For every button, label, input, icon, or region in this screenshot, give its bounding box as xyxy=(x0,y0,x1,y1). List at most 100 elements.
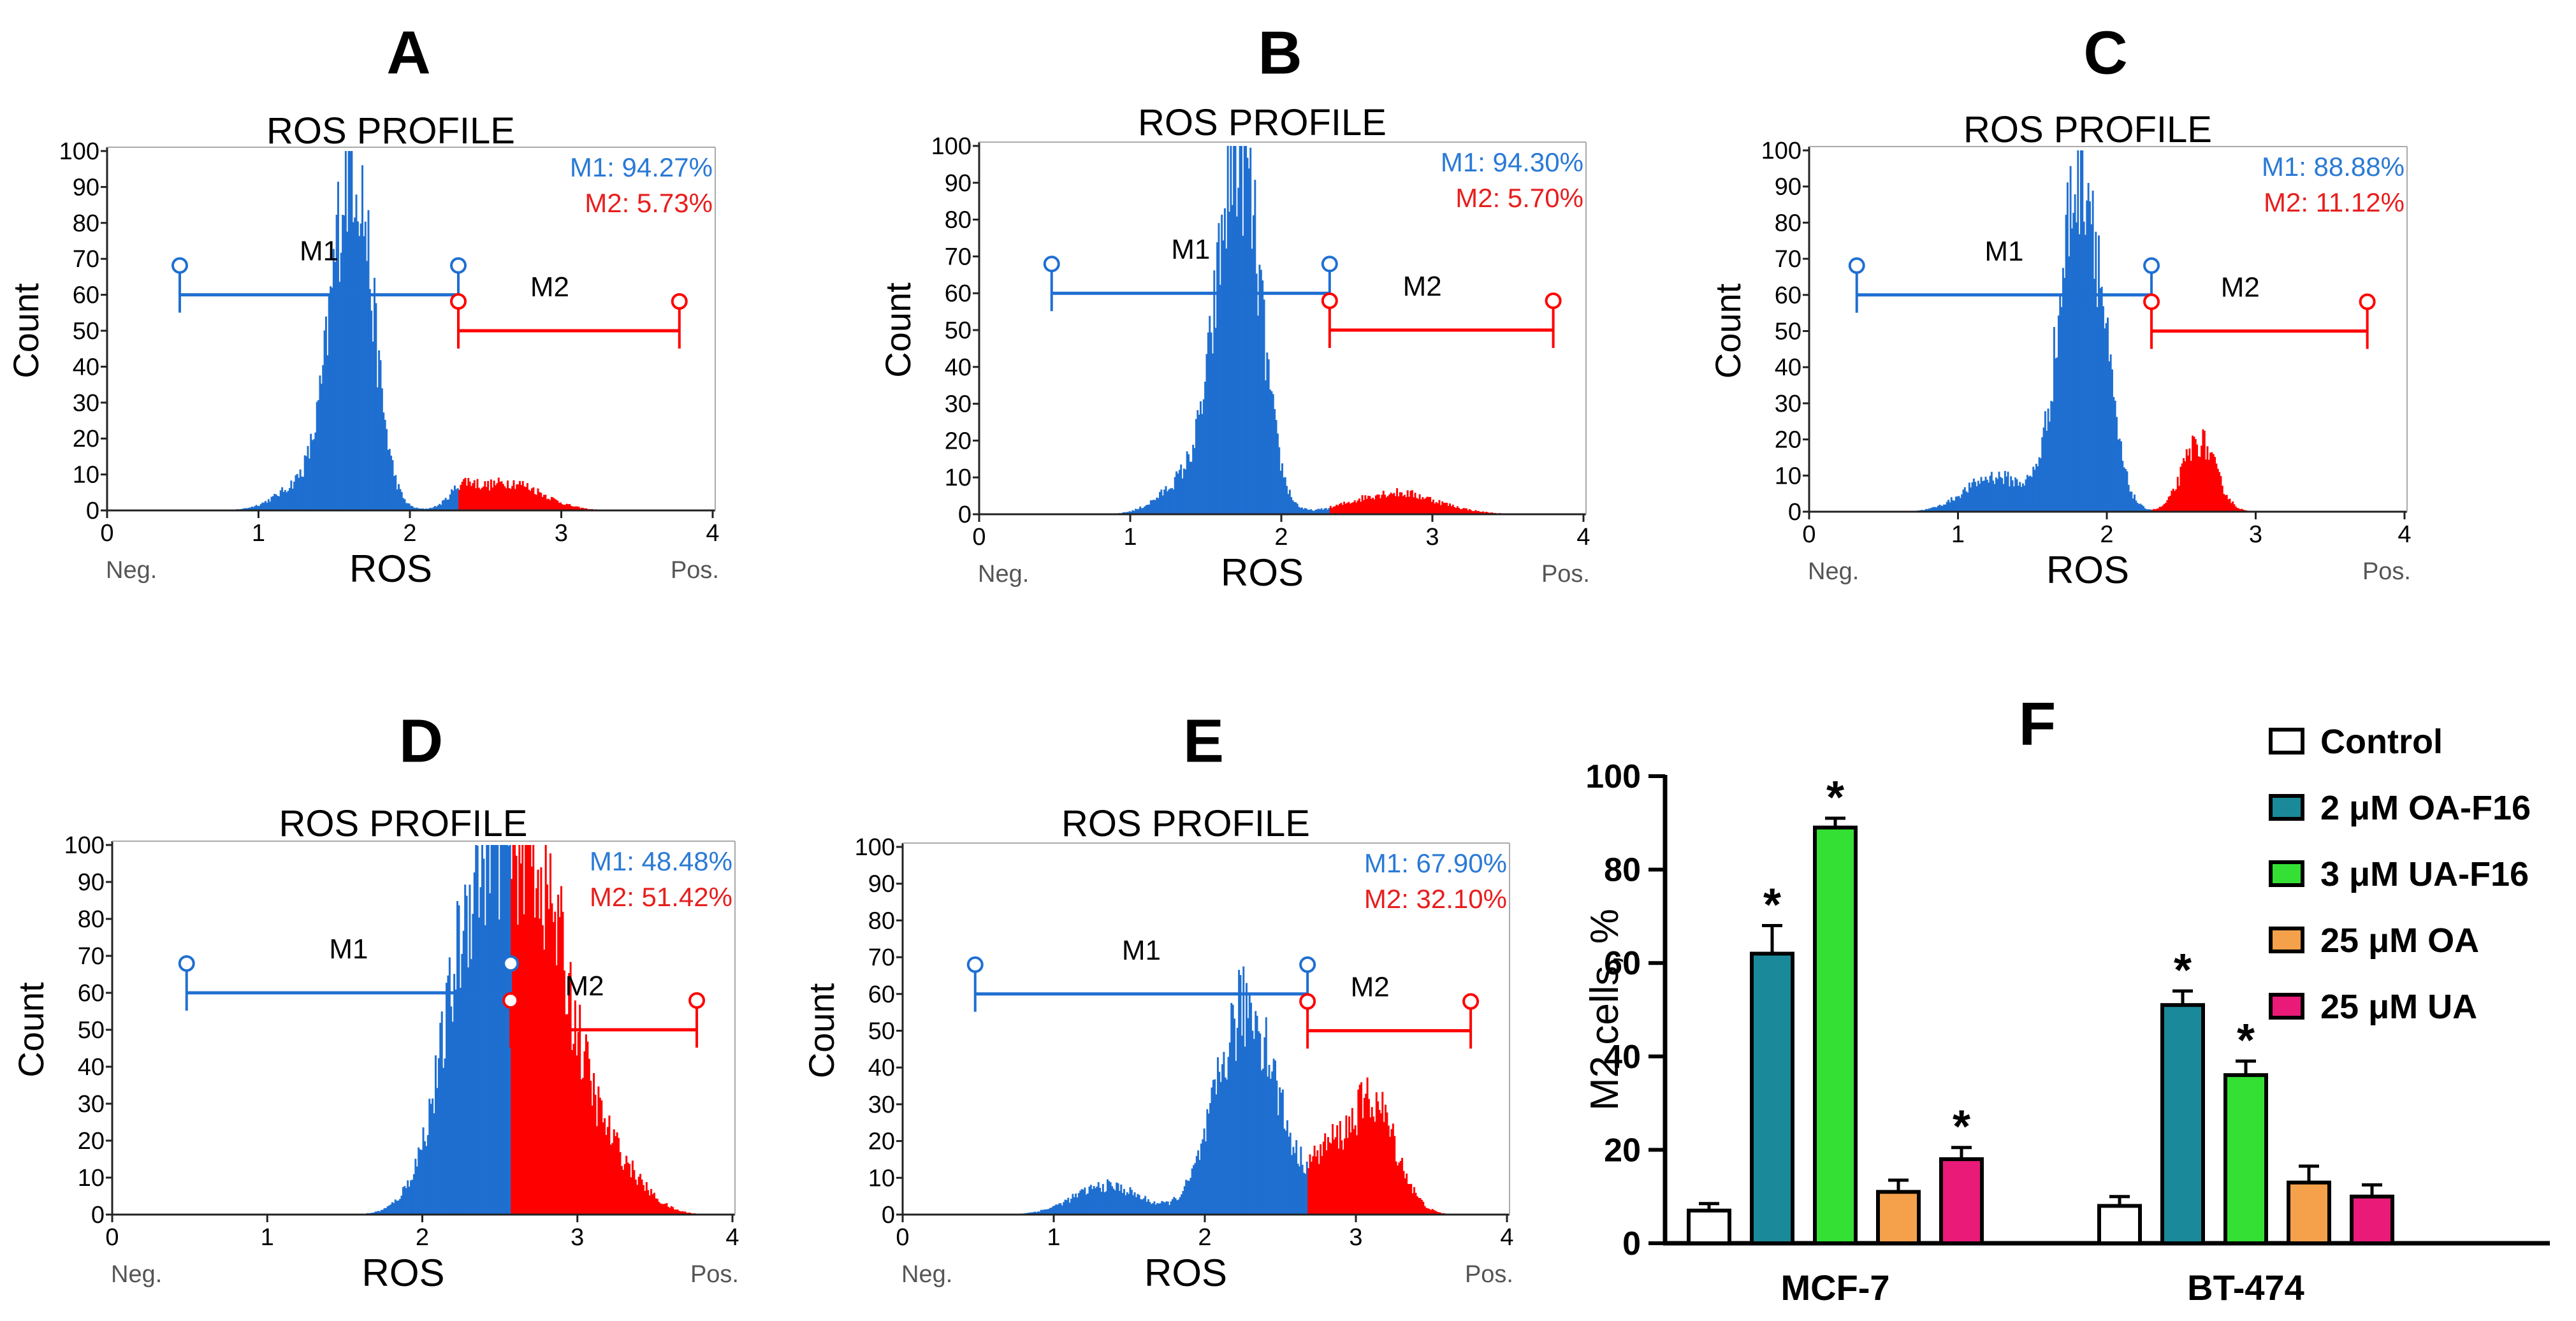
histogram-bin xyxy=(2196,444,2199,512)
histogram-bin xyxy=(2160,507,2162,512)
histogram-bin xyxy=(1443,503,1445,514)
histogram-bin xyxy=(490,845,493,1215)
histogram-bin xyxy=(1149,500,1152,514)
histogram-bin xyxy=(1190,461,1193,514)
histogram-bin xyxy=(534,494,536,510)
histogram-bin xyxy=(599,1097,601,1215)
y-tick-label: 50 xyxy=(73,318,99,345)
y-tick-label: 0 xyxy=(958,502,971,528)
histogram-bin xyxy=(1174,477,1176,514)
histogram-bin xyxy=(509,489,512,510)
histogram-bin xyxy=(2030,477,2033,512)
histogram-bin xyxy=(2072,213,2075,512)
histogram-bin xyxy=(1245,146,1248,514)
histogram-bin xyxy=(2166,500,2169,512)
x-tick-label: 0 xyxy=(972,524,986,551)
histogram-bin xyxy=(535,888,538,1215)
histogram-bin xyxy=(2005,476,2008,512)
x-tick-label: 0 xyxy=(896,1224,909,1251)
histogram-bin xyxy=(1307,1168,1310,1215)
histogram-bin xyxy=(444,498,447,510)
histogram-bin xyxy=(323,330,326,510)
histogram-bin xyxy=(1186,451,1188,514)
histogram-bin xyxy=(1346,503,1348,514)
histogram-bin xyxy=(2208,459,2210,512)
histogram-bin xyxy=(1485,512,1487,514)
histogram-bin xyxy=(1234,146,1237,514)
histogram-bin xyxy=(428,508,430,510)
histogram-bin xyxy=(1420,499,1423,514)
histogram-bin xyxy=(648,1195,651,1215)
histogram-bin xyxy=(1408,1183,1411,1215)
histogram-panel-b: B ROS PROFILE 0 10 20 30 40 50 60 70 80 90 100 0 1 2 3 4 N… xyxy=(878,18,1590,594)
histogram-bin xyxy=(1988,482,1990,512)
histogram-bin xyxy=(1453,507,1456,514)
x-category-label: BT-474 xyxy=(2187,1267,2304,1308)
histogram-bin xyxy=(335,215,338,510)
histogram-bin xyxy=(287,491,289,510)
histogram-bin xyxy=(1334,506,1336,514)
gate-m1: M1 xyxy=(1848,236,2160,313)
histogram-bin xyxy=(1480,512,1483,514)
histogram-bin xyxy=(622,1169,625,1215)
histogram-bin xyxy=(376,387,379,510)
histogram-bin xyxy=(451,489,453,510)
x-tick-label: 2 xyxy=(2100,521,2113,548)
histogram-bin xyxy=(2127,484,2130,512)
histogram-bin xyxy=(1275,420,1277,514)
histogram-bin xyxy=(529,491,532,510)
histogram-bin xyxy=(1346,1137,1349,1215)
histogram-bin xyxy=(374,1211,377,1215)
x-min-label: Neg. xyxy=(1808,558,1859,585)
y-tick-label: 60 xyxy=(73,282,99,309)
histogram-bin xyxy=(1205,354,1208,514)
histogram-bin xyxy=(375,1211,378,1215)
histogram-bin xyxy=(310,433,312,510)
histogram-bin xyxy=(467,478,470,510)
histogram-bin xyxy=(2197,456,2200,512)
histogram-bin xyxy=(1351,503,1353,514)
histogram-bin xyxy=(1415,498,1418,514)
histogram-bin xyxy=(2026,475,2028,512)
histogram-bin xyxy=(1269,389,1272,514)
histogram-bin xyxy=(456,901,459,1215)
histogram-bin xyxy=(2096,307,2099,512)
histogram-bin xyxy=(490,479,492,510)
histogram-bin xyxy=(1320,508,1323,514)
histogram-bin xyxy=(1986,479,1988,512)
histogram-bin xyxy=(2047,408,2049,512)
y-tick-label: 80 xyxy=(1775,210,1801,236)
histogram-bin xyxy=(554,911,557,1215)
histogram-bin xyxy=(543,494,545,510)
histogram-bin xyxy=(281,487,284,510)
histogram-bin xyxy=(681,1211,683,1215)
histogram-bin xyxy=(662,1204,665,1215)
histogram-bin xyxy=(1392,1123,1394,1215)
histogram-bin xyxy=(1446,502,1448,514)
histogram-bin xyxy=(486,845,488,1215)
histogram-bin xyxy=(633,1170,636,1215)
histogram-bin xyxy=(1386,1112,1388,1215)
histogram-bin xyxy=(502,845,506,1215)
histogram-bin xyxy=(1197,410,1199,514)
histogram-bin xyxy=(1289,1132,1292,1215)
histogram-bin xyxy=(1117,1183,1119,1215)
histogram-bin xyxy=(1042,1209,1044,1215)
histogram-bin xyxy=(1163,489,1166,514)
histogram-bin xyxy=(302,477,305,510)
histogram-bin xyxy=(636,1185,639,1215)
histogram-bin xyxy=(2129,491,2131,512)
histogram-bin xyxy=(520,863,522,1215)
histogram-bin xyxy=(450,1006,453,1215)
histogram-bin xyxy=(465,485,468,510)
histogram-bin xyxy=(1358,498,1360,514)
histogram-bin xyxy=(1364,495,1367,514)
gate-marker xyxy=(966,956,984,973)
y-tick-label: 0 xyxy=(91,1202,105,1229)
histogram-bin xyxy=(1197,1150,1200,1215)
histogram-bin xyxy=(316,401,318,510)
histogram-bin xyxy=(2224,494,2227,512)
histogram-bin xyxy=(1349,503,1351,514)
y-tick-label: 20 xyxy=(1604,1132,1641,1169)
histogram-bin xyxy=(1462,508,1465,514)
